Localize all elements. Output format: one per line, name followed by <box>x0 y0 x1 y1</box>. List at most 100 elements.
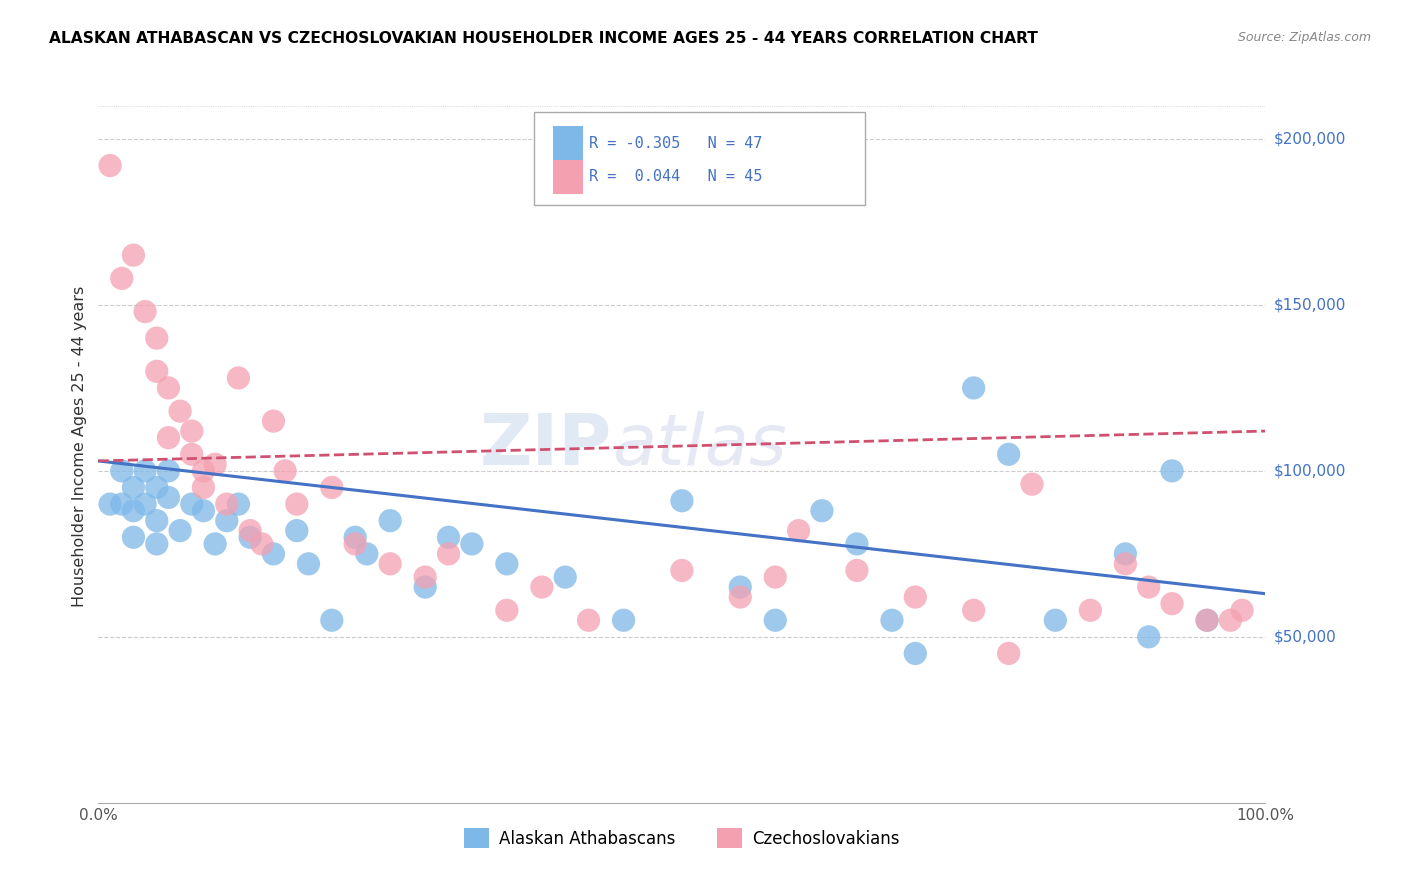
Point <box>997 447 1019 461</box>
Point <box>111 497 134 511</box>
Point <box>228 371 250 385</box>
Point <box>437 547 460 561</box>
Point <box>787 524 810 538</box>
Point <box>239 530 262 544</box>
Point <box>1114 547 1136 561</box>
Point <box>157 431 180 445</box>
Point <box>763 613 786 627</box>
Text: R = -0.305   N = 47: R = -0.305 N = 47 <box>589 136 762 151</box>
Point <box>380 557 402 571</box>
Point <box>730 590 752 604</box>
Point <box>146 537 169 551</box>
Point <box>274 464 297 478</box>
Point <box>321 613 343 627</box>
Point <box>228 497 250 511</box>
Point <box>204 457 226 471</box>
Point <box>180 424 202 438</box>
Point <box>193 464 215 478</box>
Point <box>146 514 169 528</box>
Point <box>730 580 752 594</box>
Point <box>180 497 202 511</box>
Point <box>111 271 134 285</box>
Point <box>157 464 180 478</box>
Point <box>122 248 145 262</box>
Point <box>285 497 308 511</box>
Point <box>98 497 121 511</box>
Point <box>904 590 927 604</box>
Point <box>846 564 869 578</box>
Point <box>344 530 367 544</box>
Point <box>134 497 156 511</box>
Point <box>193 481 215 495</box>
Point <box>1137 630 1160 644</box>
Point <box>1114 557 1136 571</box>
Point <box>356 547 378 561</box>
Text: $100,000: $100,000 <box>1274 463 1346 478</box>
Text: ALASKAN ATHABASCAN VS CZECHOSLOVAKIAN HOUSEHOLDER INCOME AGES 25 - 44 YEARS CORR: ALASKAN ATHABASCAN VS CZECHOSLOVAKIAN HO… <box>49 31 1038 46</box>
Point <box>437 530 460 544</box>
Point <box>461 537 484 551</box>
Text: $50,000: $50,000 <box>1274 630 1337 644</box>
Point <box>262 414 284 428</box>
Point <box>122 530 145 544</box>
Point <box>496 557 519 571</box>
Point <box>811 504 834 518</box>
Point <box>1021 477 1043 491</box>
Text: $150,000: $150,000 <box>1274 297 1346 312</box>
Point <box>146 481 169 495</box>
Point <box>98 159 121 173</box>
Point <box>578 613 600 627</box>
Point <box>1080 603 1102 617</box>
Point <box>846 537 869 551</box>
Point <box>134 464 156 478</box>
Point <box>122 504 145 518</box>
Point <box>122 481 145 495</box>
Point <box>111 464 134 478</box>
Point <box>157 491 180 505</box>
Point <box>530 580 553 594</box>
Point <box>880 613 903 627</box>
Point <box>239 524 262 538</box>
Point <box>344 537 367 551</box>
Point <box>250 537 273 551</box>
Point <box>763 570 786 584</box>
Point <box>1219 613 1241 627</box>
Point <box>321 481 343 495</box>
Point <box>297 557 319 571</box>
Point <box>169 404 191 418</box>
Text: $200,000: $200,000 <box>1274 131 1346 146</box>
Point <box>496 603 519 617</box>
Text: Source: ZipAtlas.com: Source: ZipAtlas.com <box>1237 31 1371 45</box>
Point <box>285 524 308 538</box>
Legend: Alaskan Athabascans, Czechoslovakians: Alaskan Athabascans, Czechoslovakians <box>457 822 907 855</box>
Point <box>962 381 984 395</box>
Point <box>413 570 436 584</box>
Point <box>380 514 402 528</box>
Text: R =  0.044   N = 45: R = 0.044 N = 45 <box>589 169 762 185</box>
Point <box>215 497 238 511</box>
Y-axis label: Householder Income Ages 25 - 44 years: Householder Income Ages 25 - 44 years <box>72 285 87 607</box>
Point <box>413 580 436 594</box>
Point <box>146 331 169 345</box>
Point <box>554 570 576 584</box>
Point <box>204 537 226 551</box>
Point <box>962 603 984 617</box>
Point <box>904 647 927 661</box>
Point <box>169 524 191 538</box>
Point <box>146 364 169 378</box>
Point <box>134 304 156 318</box>
Point <box>193 504 215 518</box>
Point <box>671 564 693 578</box>
Point <box>262 547 284 561</box>
Point <box>1045 613 1067 627</box>
Point <box>1137 580 1160 594</box>
Point <box>612 613 634 627</box>
Point <box>157 381 180 395</box>
Text: ZIP: ZIP <box>479 411 612 481</box>
Point <box>1197 613 1219 627</box>
Point <box>997 647 1019 661</box>
Text: atlas: atlas <box>612 411 786 481</box>
Point <box>1230 603 1253 617</box>
Point <box>1161 597 1184 611</box>
Point <box>180 447 202 461</box>
